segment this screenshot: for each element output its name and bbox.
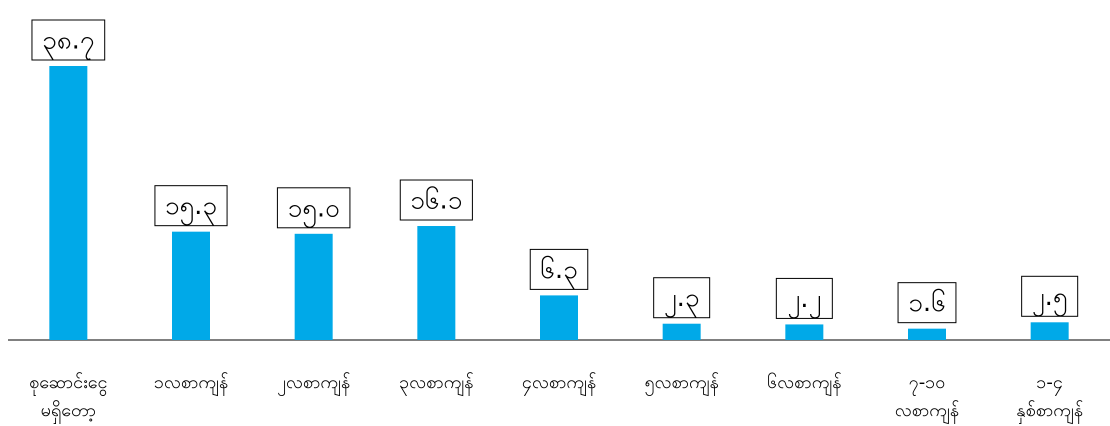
value-label: ၁၅.၀ <box>288 193 341 228</box>
value-label: ၁၆.၁ <box>410 184 462 216</box>
bar <box>49 66 88 340</box>
value-label: ၆.၃ <box>540 253 578 290</box>
x-tick-label: ၃လစာကျန် <box>399 372 473 396</box>
value-label-box <box>529 248 589 290</box>
x-tick-label: ၄လစာကျန် <box>522 372 596 396</box>
value-label-box <box>31 19 106 61</box>
x-tick-label: ၁-၄နှစ်စာကျန် <box>1016 372 1083 424</box>
value-label: ၂.၂ <box>787 284 821 319</box>
x-tick-label: ၇-၁၀လစာကျန် <box>895 372 959 424</box>
value-label: ၃၈.၇ <box>42 26 95 61</box>
bar <box>662 323 701 340</box>
value-label-box <box>154 185 228 227</box>
x-tick-label: ၅လစာကျန် <box>645 372 719 396</box>
bar <box>1030 322 1069 340</box>
bar <box>172 231 210 340</box>
bar <box>540 295 578 340</box>
x-tick-label: စုဆောင်းငွေမရှိတော့ <box>29 372 107 424</box>
bar <box>417 226 456 340</box>
x-tick-label: ၆လစာကျန် <box>767 372 841 396</box>
bar <box>294 233 333 340</box>
value-label: ၂.၅ <box>1032 282 1068 317</box>
x-tick-label: ၂လစာကျန် <box>277 372 350 396</box>
value-label-box <box>276 187 351 229</box>
value-label: ၁.၆ <box>908 286 946 318</box>
value-label-box <box>399 179 473 221</box>
value-label-box <box>1021 275 1079 317</box>
value-label: ၁၅.၃ <box>165 191 217 226</box>
value-label: ၂.၃ <box>664 283 700 318</box>
bar <box>785 324 824 340</box>
value-label-box <box>653 277 711 319</box>
x-tick-label: ၁လစာကျန် <box>154 372 228 396</box>
bar <box>908 328 946 340</box>
value-label-box <box>775 277 833 319</box>
value-label-box <box>897 282 957 324</box>
